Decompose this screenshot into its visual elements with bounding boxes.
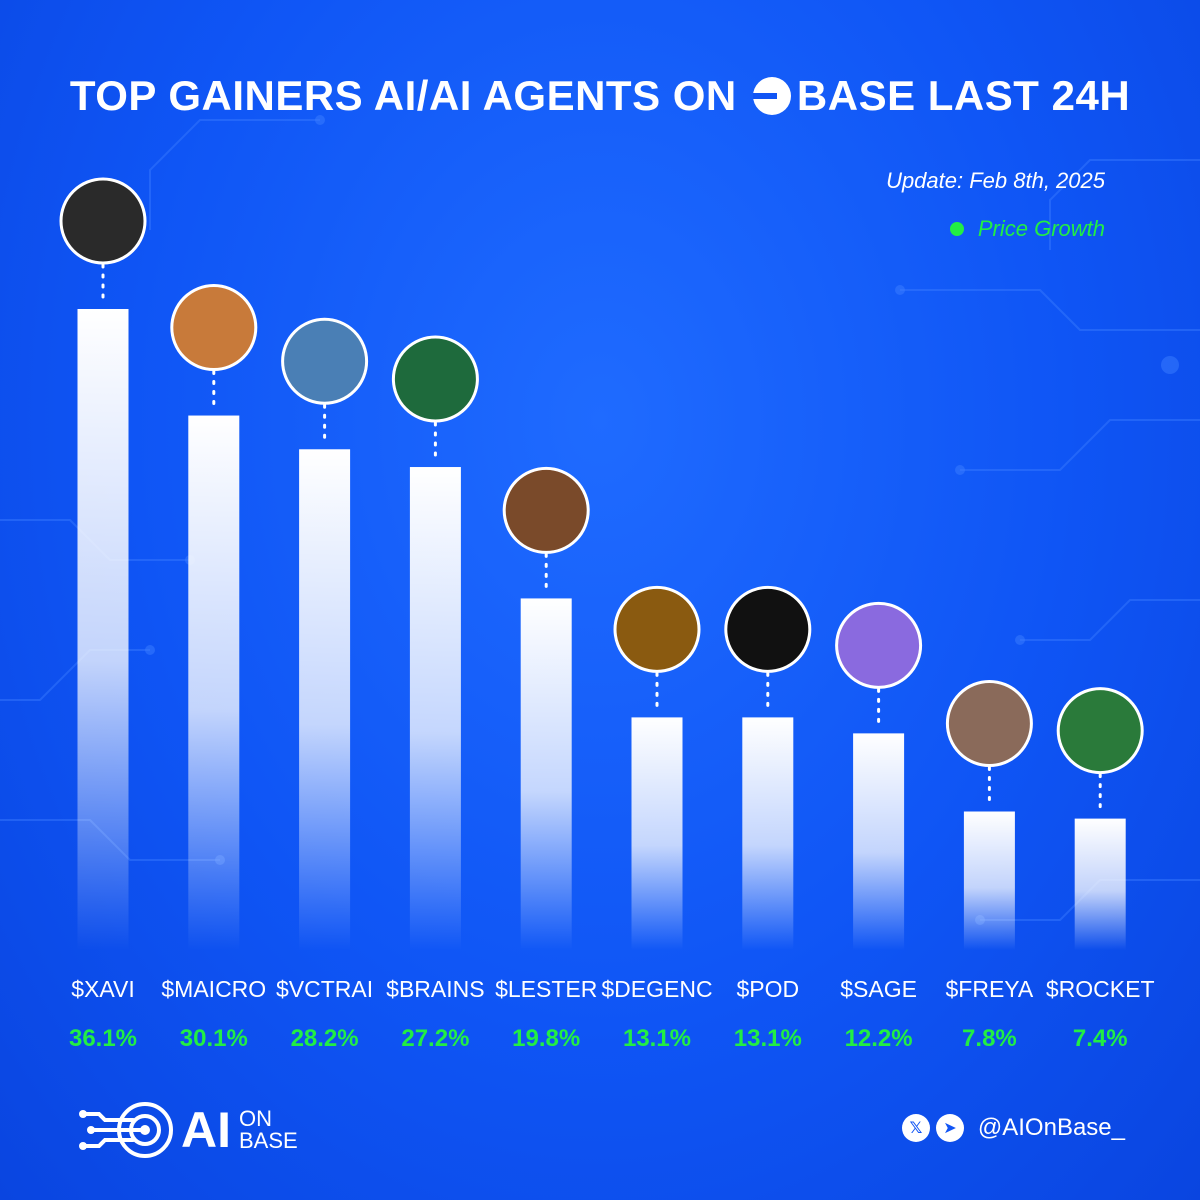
- wizard-avatar: [835, 601, 923, 689]
- value-label-5: 13.1%: [623, 1025, 691, 1052]
- telegram-icon[interactable]: ➤: [935, 1114, 964, 1142]
- legend: Price Growth: [949, 216, 1105, 242]
- gold-coin-avatar: [613, 585, 701, 673]
- x-logo-icon[interactable]: 𝕏: [901, 1114, 930, 1142]
- ai-on-base-logo: AI ON BASE: [75, 1098, 298, 1162]
- circuit-logo-icon: [79, 1102, 173, 1158]
- bar-6: [742, 717, 794, 950]
- green-frog-avatar: [1056, 687, 1144, 775]
- value-label-8: 7.8%: [962, 1025, 1017, 1052]
- category-label-2: $VCTRAI: [276, 976, 373, 1002]
- chart-title: TOP GAINERS AI/AI AGENTS ON BASE LAST 24…: [0, 72, 1200, 120]
- value-label-6: 13.1%: [734, 1025, 802, 1052]
- title-text-after: BASE LAST 24H: [796, 72, 1131, 119]
- warrior-woman-avatar: [945, 680, 1033, 768]
- bar-7: [853, 733, 905, 950]
- value-label-2: 28.2%: [291, 1025, 359, 1052]
- category-label-4: $LESTER: [495, 976, 597, 1002]
- bar-0: [77, 309, 129, 950]
- value-label-1: 30.1%: [180, 1025, 248, 1052]
- anime-girl-avatar: [281, 317, 369, 405]
- bald-man-avatar: [502, 466, 590, 554]
- value-label-7: 12.2%: [845, 1025, 913, 1052]
- category-label-8: $FREYA: [946, 976, 1034, 1002]
- value-label-4: 19.8%: [512, 1025, 580, 1052]
- brand-ai: AI: [181, 1102, 231, 1158]
- legend-dot-icon: [949, 222, 964, 236]
- category-label-5: $DEGENC: [601, 976, 712, 1002]
- value-label-9: 7.4%: [1073, 1025, 1128, 1052]
- bar-4: [520, 598, 572, 950]
- bar-1: [188, 415, 240, 951]
- dark-swirl-avatar: [724, 585, 812, 673]
- value-label-0: 36.1%: [69, 1025, 137, 1052]
- bar-3: [409, 467, 461, 950]
- title-text-before: TOP GAINERS AI/AI AGENTS ON: [69, 72, 737, 119]
- hooded-hacker-avatar: [59, 177, 147, 265]
- category-label-0: $XAVI: [71, 976, 135, 1002]
- category-label-3: $BRAINS: [386, 976, 484, 1002]
- base-chain-logo-icon: [752, 77, 791, 115]
- legend-label: Price Growth: [977, 216, 1105, 241]
- category-label-7: $SAGE: [840, 976, 917, 1002]
- bar-5: [631, 717, 683, 950]
- update-date: Update: Feb 8th, 2025: [886, 168, 1105, 193]
- category-label-1: $MAICRO: [161, 976, 266, 1002]
- social-links: 𝕏 ➤ @AIOnBase_: [901, 1114, 1125, 1142]
- sunglasses-man-avatar: [170, 284, 258, 372]
- brand-base: BASE: [239, 1128, 298, 1153]
- value-label-3: 27.2%: [401, 1025, 469, 1052]
- category-label-6: $POD: [736, 976, 799, 1002]
- brand-on: ON: [239, 1106, 272, 1131]
- brand-on-base: ON BASE: [239, 1108, 298, 1152]
- bar-8: [963, 811, 1015, 950]
- category-label-9: $ROCKET: [1046, 976, 1155, 1002]
- bar-9: [1074, 818, 1126, 950]
- social-handle[interactable]: @AIOnBase_: [977, 1114, 1125, 1141]
- bar-2: [299, 449, 351, 950]
- pink-brain-avatar: [391, 335, 479, 423]
